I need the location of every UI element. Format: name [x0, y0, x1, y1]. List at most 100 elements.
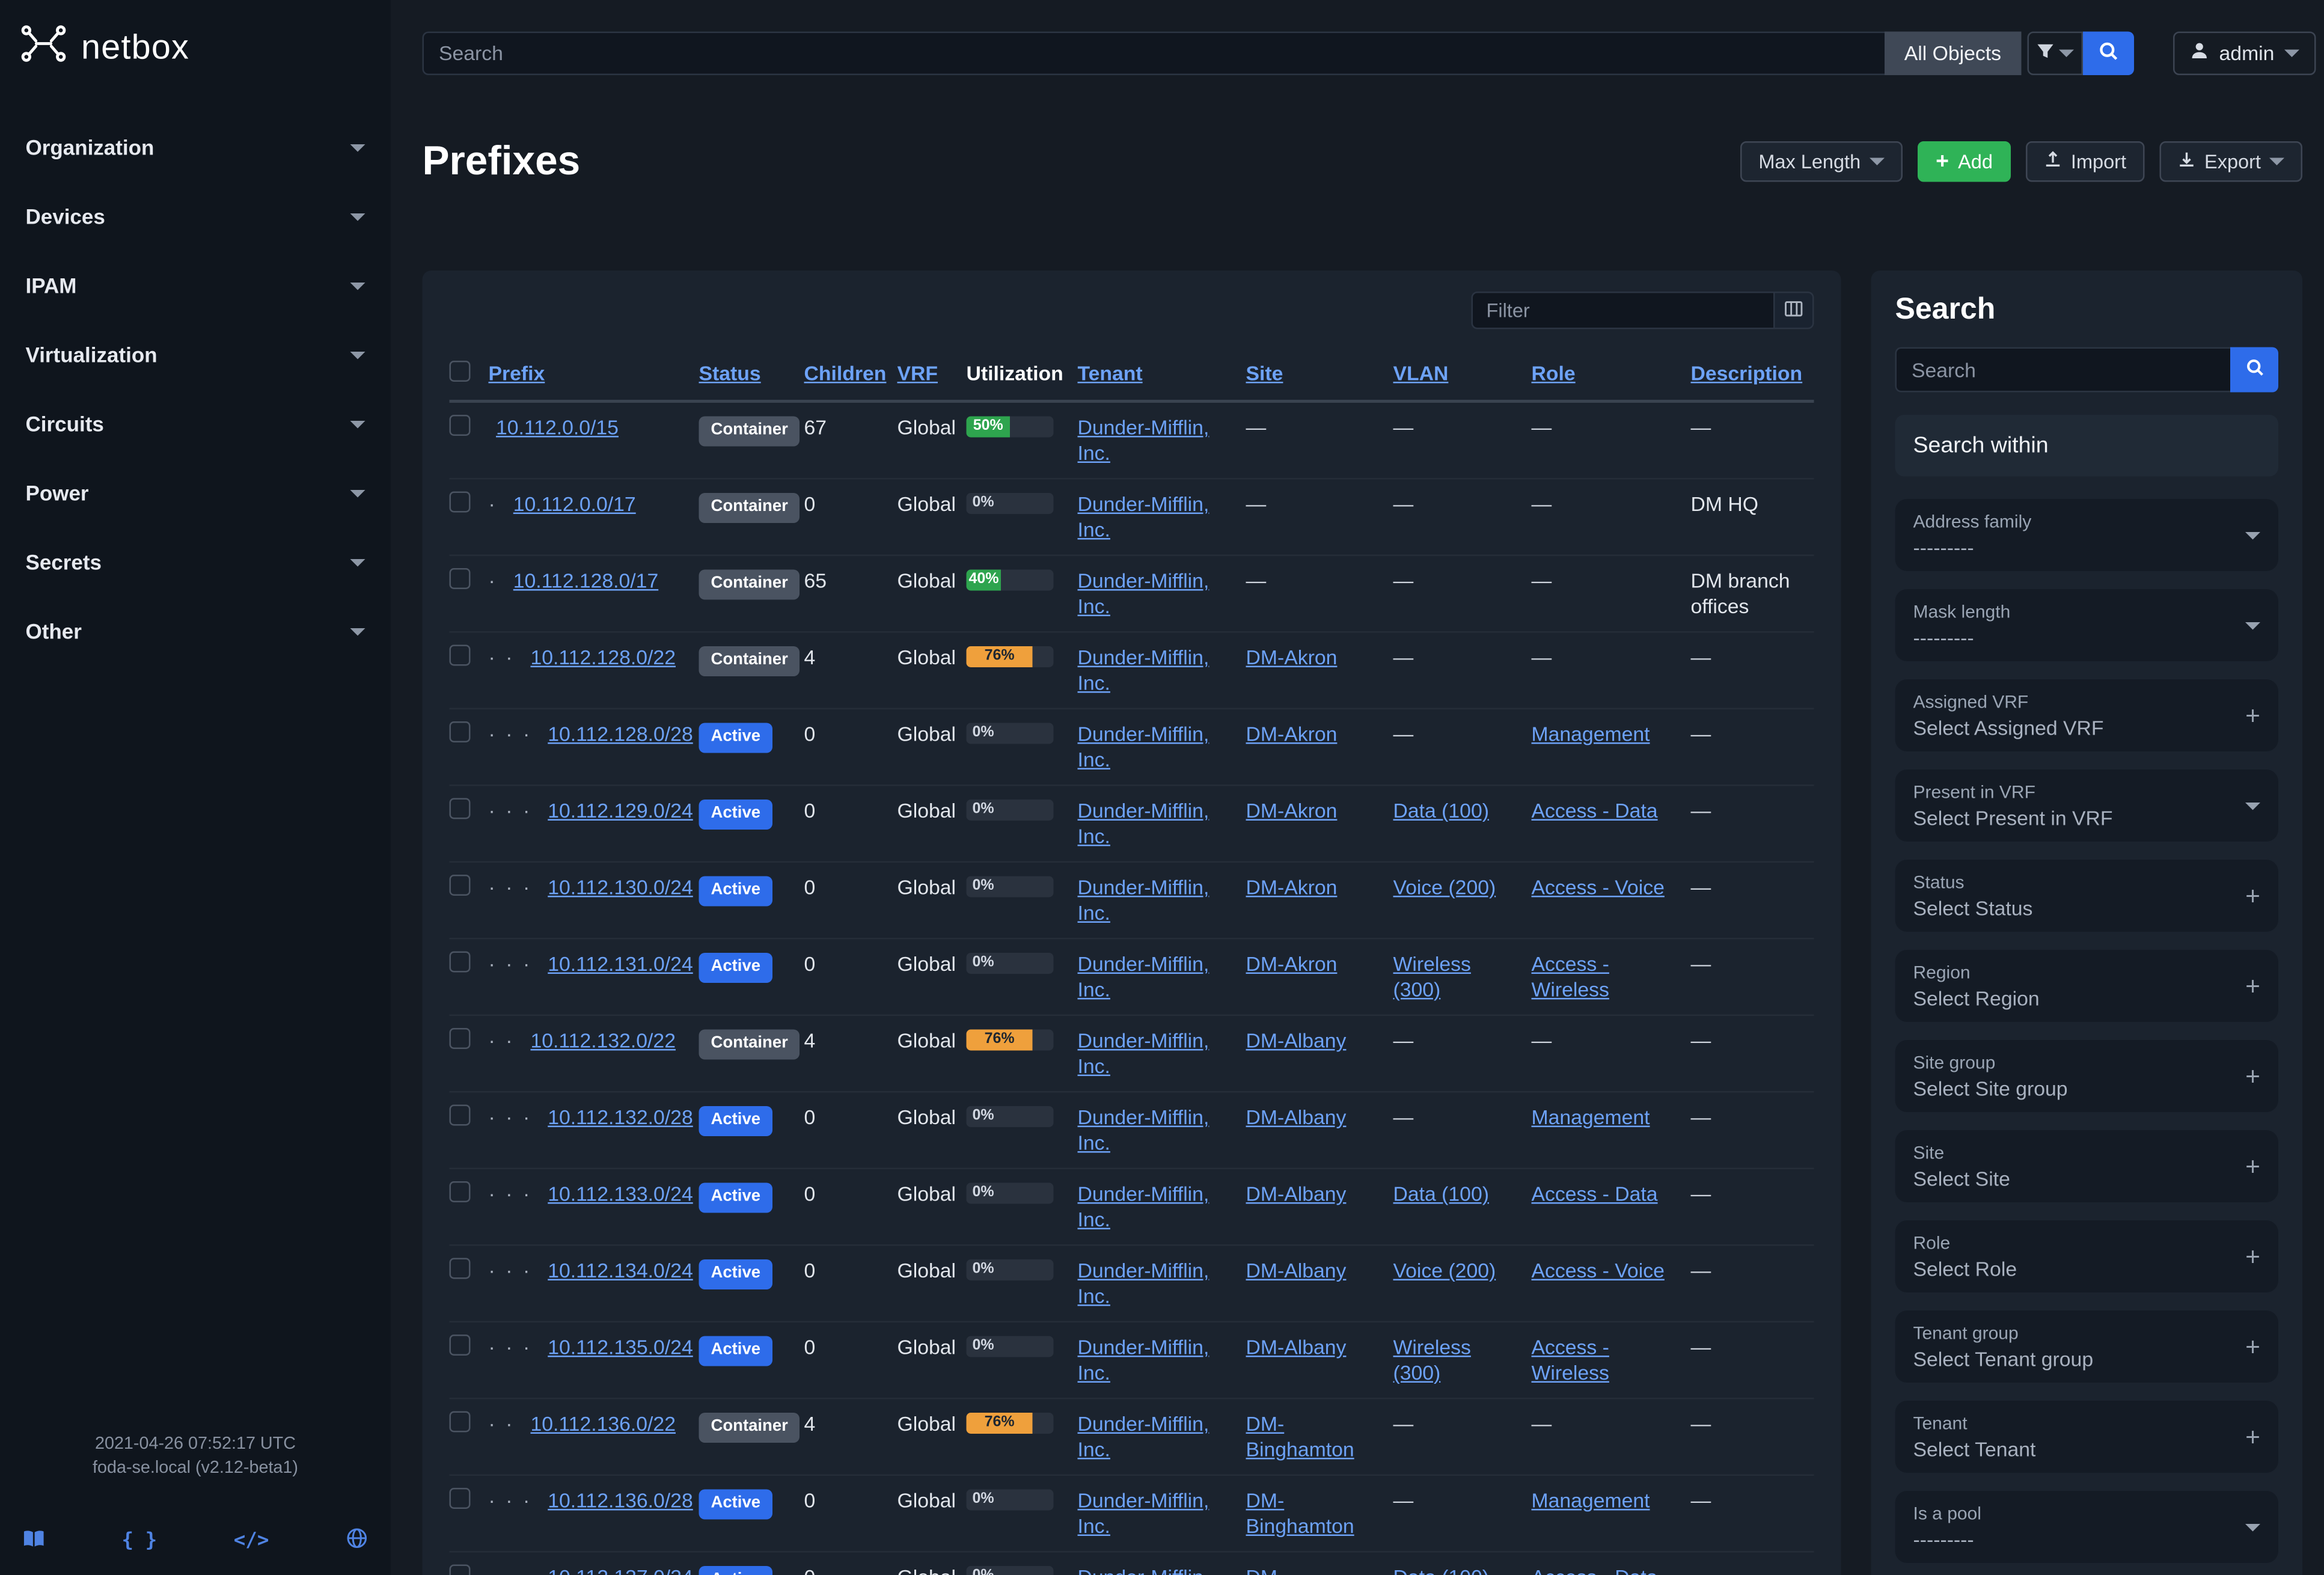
tenant-link[interactable]: Dunder-Mifflin, Inc. — [1077, 876, 1209, 925]
site-link[interactable]: DM-Akron — [1246, 723, 1338, 746]
prefix-link[interactable]: 10.112.128.0/17 — [513, 569, 659, 593]
search-scope-button[interactable]: All Objects — [1885, 31, 2021, 75]
globe-icon[interactable] — [346, 1527, 368, 1556]
role-link[interactable]: Access - Data — [1531, 800, 1658, 822]
tenant-link[interactable]: Dunder-Mifflin, Inc. — [1077, 1259, 1209, 1307]
filter-field-tenant-group[interactable]: Tenant group Select Tenant group + — [1895, 1310, 2278, 1383]
row-checkbox[interactable] — [449, 1181, 471, 1202]
filter-field-role[interactable]: Role Select Role + — [1895, 1220, 2278, 1292]
tenant-link[interactable]: Dunder-Mifflin, Inc. — [1077, 569, 1209, 618]
role-link[interactable]: Access - Voice — [1531, 1259, 1665, 1282]
tenant-link[interactable]: Dunder-Mifflin, Inc. — [1077, 416, 1209, 465]
row-checkbox[interactable] — [449, 1028, 471, 1049]
filter-field-assigned-vrf[interactable]: Assigned VRF Select Assigned VRF + — [1895, 679, 2278, 751]
tenant-link[interactable]: Dunder-Mifflin, Inc. — [1077, 953, 1209, 1001]
prefix-link[interactable]: 10.112.133.0/24 — [548, 1182, 693, 1206]
role-link[interactable]: Management — [1531, 1106, 1650, 1129]
vlan-link[interactable]: Wireless (300) — [1393, 1336, 1471, 1384]
prefix-link[interactable]: 10.112.137.0/24 — [548, 1566, 693, 1575]
global-search-input[interactable] — [422, 31, 1885, 75]
tenant-link[interactable]: Dunder-Mifflin, Inc. — [1077, 1182, 1209, 1231]
row-checkbox[interactable] — [449, 1488, 471, 1509]
tenant-link[interactable]: Dunder-Mifflin, Inc. — [1077, 646, 1209, 694]
role-link[interactable]: Access - Data — [1532, 1566, 1658, 1575]
filter-field-region[interactable]: Region Select Region + — [1895, 950, 2278, 1022]
role-link[interactable]: Management — [1531, 1489, 1650, 1512]
site-link[interactable]: DM-Albany — [1246, 1106, 1347, 1129]
sort-prefix-link[interactable]: Prefix — [488, 362, 545, 385]
max-length-dropdown[interactable]: Max Length — [1740, 141, 1903, 182]
sidebar-item-power[interactable]: Power — [0, 459, 391, 528]
row-checkbox[interactable] — [449, 1564, 471, 1575]
role-link[interactable]: Access - Voice — [1531, 876, 1665, 899]
filter-field-site-group[interactable]: Site group Select Site group + — [1895, 1040, 2278, 1112]
import-button[interactable]: Import — [2025, 141, 2145, 182]
row-checkbox[interactable] — [449, 1411, 471, 1433]
site-link[interactable]: DM-Akron — [1246, 953, 1338, 976]
panel-search-button[interactable] — [2230, 347, 2278, 393]
filter-field-address-family[interactable]: Address family --------- + — [1895, 499, 2278, 571]
sort-site-link[interactable]: Site — [1246, 362, 1283, 385]
sidebar-item-ipam[interactable]: IPAM — [0, 251, 391, 320]
site-link[interactable]: DM-Albany — [1246, 1029, 1347, 1053]
tenant-link[interactable]: Dunder-Mifflin, Inc. — [1077, 723, 1209, 771]
sidebar-item-other[interactable]: Other — [0, 597, 391, 666]
global-search-button[interactable] — [2082, 31, 2134, 75]
sort-description-link[interactable]: Description — [1690, 362, 1803, 385]
sidebar-item-circuits[interactable]: Circuits — [0, 390, 391, 459]
prefix-link[interactable]: 10.112.131.0/24 — [548, 953, 693, 976]
row-checkbox[interactable] — [449, 1258, 471, 1279]
search-within-section[interactable]: Search within — [1895, 415, 2278, 477]
prefix-link[interactable]: 10.112.136.0/22 — [530, 1413, 676, 1436]
sort-vrf-link[interactable]: VRF — [897, 362, 938, 385]
row-checkbox[interactable] — [449, 568, 471, 589]
sort-children-link[interactable]: Children — [804, 362, 887, 385]
sidebar-item-secrets[interactable]: Secrets — [0, 528, 391, 597]
tenant-link[interactable]: Dunder-Mifflin, Inc. — [1077, 1106, 1209, 1154]
search-filter-dropdown[interactable] — [2026, 31, 2083, 75]
row-checkbox[interactable] — [449, 875, 471, 896]
add-button[interactable]: + Add — [1918, 141, 2011, 182]
user-menu-button[interactable]: admin — [2173, 31, 2317, 75]
vlan-link[interactable]: Data (100) — [1393, 1566, 1489, 1575]
role-link[interactable]: Access - Data — [1531, 1182, 1658, 1206]
panel-search-input[interactable] — [1895, 347, 2230, 393]
vlan-link[interactable]: Voice (200) — [1393, 876, 1496, 899]
site-link[interactable]: DM-Albany — [1246, 1336, 1347, 1359]
vlan-link[interactable]: Data (100) — [1393, 1182, 1489, 1206]
tenant-link[interactable]: Dunder-Mifflin, Inc. — [1077, 800, 1209, 848]
site-link[interactable]: DM-Binghamton — [1246, 1489, 1354, 1538]
sidebar-item-organization[interactable]: Organization — [0, 113, 391, 182]
site-link[interactable]: DM-Akron — [1246, 876, 1338, 899]
table-filter-input[interactable] — [1471, 292, 1775, 329]
row-checkbox[interactable] — [449, 721, 471, 742]
site-link[interactable]: DM-Binghamton — [1246, 1413, 1354, 1461]
prefix-link[interactable]: 10.112.130.0/24 — [548, 876, 693, 899]
tenant-link[interactable]: Dunder-Mifflin, Inc. — [1078, 1566, 1209, 1575]
prefix-link[interactable]: 10.112.128.0/28 — [548, 723, 693, 746]
site-link[interactable]: DM-Albany — [1246, 1259, 1347, 1282]
configure-columns-button[interactable] — [1775, 292, 1814, 329]
filter-field-present-in-vrf[interactable]: Present in VRF Select Present in VRF + — [1895, 769, 2278, 842]
tenant-link[interactable]: Dunder-Mifflin, Inc. — [1077, 1336, 1209, 1384]
row-checkbox[interactable] — [449, 1335, 471, 1356]
sort-tenant-link[interactable]: Tenant — [1077, 362, 1143, 385]
row-checkbox[interactable] — [449, 415, 471, 436]
prefix-link[interactable]: 10.112.132.0/22 — [530, 1029, 676, 1053]
row-checkbox[interactable] — [449, 1104, 471, 1126]
role-link[interactable]: Access - Wireless — [1531, 953, 1609, 1001]
prefix-link[interactable]: 10.112.128.0/22 — [530, 646, 676, 669]
row-checkbox[interactable] — [449, 491, 471, 513]
sidebar-item-devices[interactable]: Devices — [0, 182, 391, 251]
tenant-link[interactable]: Dunder-Mifflin, Inc. — [1077, 1413, 1209, 1461]
site-link[interactable]: DM-Binghamton — [1246, 1566, 1354, 1575]
prefix-link[interactable]: 10.112.134.0/24 — [548, 1259, 693, 1282]
sort-status-link[interactable]: Status — [699, 362, 761, 385]
site-link[interactable]: DM-Akron — [1246, 800, 1338, 822]
sort-role-link[interactable]: Role — [1531, 362, 1576, 385]
row-checkbox[interactable] — [449, 798, 471, 819]
code-icon[interactable]: </> — [233, 1530, 269, 1553]
filter-field-tenant[interactable]: Tenant Select Tenant + — [1895, 1401, 2278, 1473]
prefix-link[interactable]: 10.112.135.0/24 — [548, 1336, 693, 1359]
prefix-link[interactable]: 10.112.136.0/28 — [548, 1489, 693, 1512]
